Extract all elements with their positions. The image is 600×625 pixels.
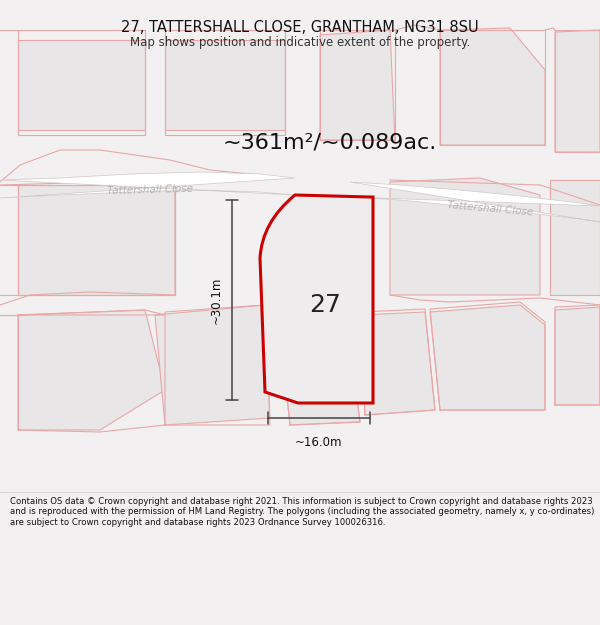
Polygon shape: [440, 28, 545, 145]
PathPatch shape: [260, 195, 373, 403]
Text: Tattershall Close: Tattershall Close: [446, 200, 533, 217]
Polygon shape: [155, 305, 270, 425]
Polygon shape: [18, 185, 175, 295]
Polygon shape: [18, 310, 165, 430]
Polygon shape: [390, 178, 540, 295]
Text: Map shows position and indicative extent of the property.: Map shows position and indicative extent…: [130, 36, 470, 49]
Text: Tattershall Close: Tattershall Close: [107, 184, 193, 196]
Polygon shape: [278, 310, 360, 425]
Polygon shape: [360, 312, 435, 415]
Polygon shape: [550, 180, 600, 295]
Polygon shape: [0, 172, 295, 198]
Text: 27, TATTERSHALL CLOSE, GRANTHAM, NG31 8SU: 27, TATTERSHALL CLOSE, GRANTHAM, NG31 8S…: [121, 20, 479, 35]
Text: ~30.1m: ~30.1m: [209, 276, 223, 324]
Polygon shape: [430, 305, 545, 410]
Polygon shape: [165, 40, 285, 130]
Text: ~16.0m: ~16.0m: [295, 436, 343, 449]
Polygon shape: [555, 307, 600, 405]
Polygon shape: [350, 182, 600, 222]
Text: 27: 27: [309, 293, 341, 317]
Text: ~361m²/~0.089ac.: ~361m²/~0.089ac.: [223, 132, 437, 152]
Polygon shape: [555, 30, 600, 152]
Polygon shape: [18, 40, 145, 130]
Text: Contains OS data © Crown copyright and database right 2021. This information is : Contains OS data © Crown copyright and d…: [10, 497, 595, 527]
Polygon shape: [320, 30, 395, 140]
